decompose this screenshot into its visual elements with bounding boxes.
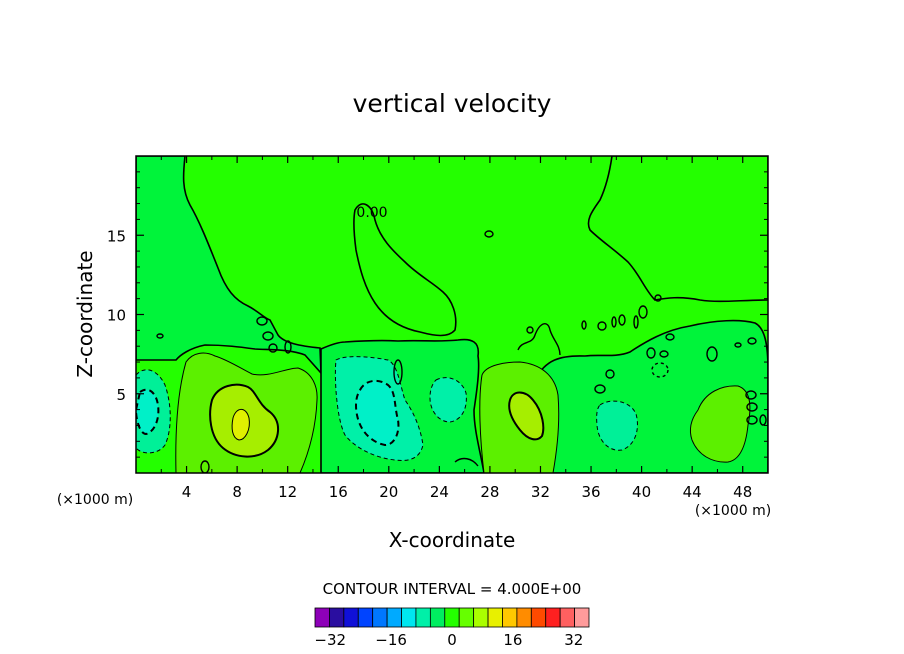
colorbar-swatch (502, 607, 518, 628)
x-tick-label: 40 (632, 483, 651, 501)
colorbar-swatch (429, 607, 446, 628)
x-tick-label: 24 (430, 483, 449, 501)
y-axis-label: Z-coordinate (73, 250, 97, 377)
x-axis-label: X-coordinate (389, 528, 516, 552)
colorbar-swatch (559, 607, 575, 628)
colorbar-swatch (516, 607, 532, 628)
x-tick-label: 36 (581, 483, 600, 501)
contour-interval-label: CONTOUR INTERVAL = 4.000E+00 (323, 580, 582, 598)
positive-tongue-upper (353, 203, 457, 337)
negative-core-middle (355, 379, 400, 447)
x-tick-label: 12 (278, 483, 297, 501)
colorbar-swatch (530, 607, 547, 628)
colorbar-swatch (386, 607, 402, 628)
y-tick-label: 10 (107, 307, 126, 325)
colorbar-swatch (473, 607, 489, 628)
colorbar-tick-label: 0 (447, 631, 457, 649)
positive-core-middle (508, 391, 545, 441)
contour-label: 0.00 (356, 205, 387, 221)
y-tick-label: 15 (107, 227, 126, 245)
x-tick-label: 16 (329, 483, 348, 501)
colorbar-swatch (574, 607, 590, 628)
x-unit-left: (×1000 m) (57, 492, 133, 508)
colorbar-tick-label: −32 (314, 631, 346, 649)
negative-cell-middle-right (429, 377, 467, 423)
negative-cell-x38 (596, 400, 638, 451)
colorbar-swatch (401, 607, 417, 628)
x-tick-label: 4 (182, 483, 192, 501)
x-unit-right: (×1000 m) (695, 503, 771, 519)
positive-peak-left (231, 408, 250, 441)
x-axis: 4 8 12 16 20 24 28 32 36 40 44 48 (160, 156, 752, 501)
colorbar-tick-label: −16 (375, 631, 407, 649)
positive-region-right (689, 385, 751, 463)
colorbar-swatch (458, 607, 475, 628)
colorbar-tick-labels: −32 −16 0 16 32 (314, 631, 583, 649)
y-axis: 5 10 15 (107, 171, 768, 458)
colorbar-swatch (545, 607, 561, 628)
colorbar-swatch (343, 607, 359, 628)
colorbar-swatch (372, 607, 388, 628)
x-tick-label: 44 (683, 483, 702, 501)
colorbar (314, 607, 590, 628)
x-tick-label: 28 (480, 483, 499, 501)
y-tick-label: 5 (116, 386, 126, 404)
colorbar-swatch (357, 607, 374, 628)
x-tick-label: 20 (379, 483, 398, 501)
plot-area (136, 156, 768, 473)
x-tick-label: 8 (232, 483, 242, 501)
small-contour-islands (156, 230, 767, 473)
colorbar-swatch (415, 607, 431, 628)
negative-region-upper-left (136, 156, 322, 376)
chart-title: vertical velocity (353, 89, 552, 118)
x-tick-label: 48 (733, 483, 752, 501)
colorbar-swatch (314, 607, 330, 628)
colorbar-swatch (444, 607, 460, 628)
colorbar-tick-label: 32 (564, 631, 583, 649)
negative-core-far-left (136, 388, 160, 436)
colorbar-swatch (329, 607, 345, 628)
positive-region-upper-right (587, 156, 768, 303)
colorbar-tick-label: 16 (503, 631, 522, 649)
x-tick-label: 32 (531, 483, 550, 501)
colorbar-swatch (487, 607, 503, 628)
